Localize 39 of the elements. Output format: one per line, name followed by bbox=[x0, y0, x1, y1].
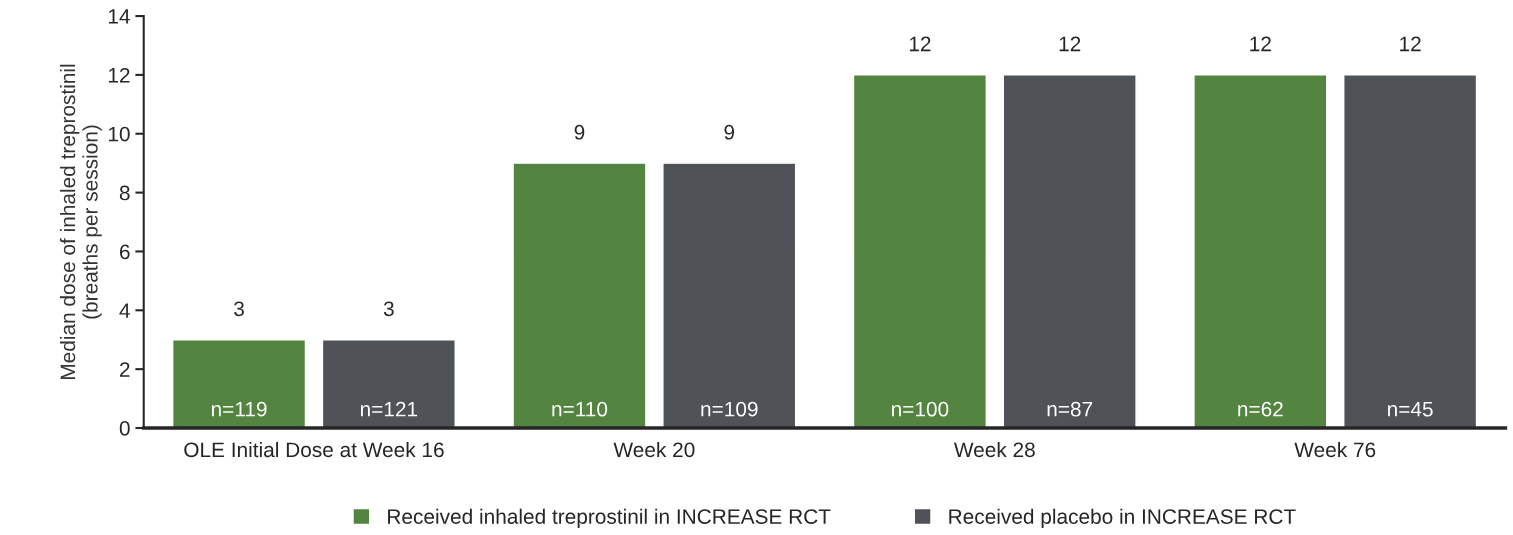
annotation: n=121 bbox=[360, 401, 418, 417]
data-label: 3 bbox=[234, 301, 244, 317]
annotation: n=45 bbox=[1388, 401, 1433, 417]
bar bbox=[852, 74, 987, 428]
legend-label: Received inhaled treprostinil in INCREASE RCT bbox=[388, 508, 831, 529]
y-tick-label: 0 bbox=[119, 421, 130, 436]
data-label: 3 bbox=[383, 301, 394, 317]
y-tick-label: 2 bbox=[120, 362, 130, 377]
bar bbox=[1002, 74, 1137, 428]
y-tick-label: 8 bbox=[119, 185, 130, 201]
bar bbox=[171, 339, 307, 428]
data-label: 12 bbox=[1059, 36, 1081, 52]
x-tick-label: Week 76 bbox=[1294, 441, 1376, 458]
annotation: n=109 bbox=[701, 401, 758, 417]
data-label: 9 bbox=[574, 124, 585, 140]
y-tick-label: 14 bbox=[108, 9, 130, 24]
bar bbox=[1343, 74, 1478, 428]
y-tick-label: 4 bbox=[119, 303, 130, 318]
annotation: n=100 bbox=[892, 401, 949, 417]
annotation: n=119 bbox=[211, 401, 267, 417]
bar bbox=[1193, 74, 1328, 428]
data-label: 12 bbox=[1250, 36, 1271, 52]
bar bbox=[512, 162, 647, 428]
annotation: n=87 bbox=[1047, 401, 1093, 417]
y-tick-label: 6 bbox=[120, 244, 130, 260]
bar bbox=[662, 162, 797, 428]
data-label: 12 bbox=[1400, 36, 1421, 52]
annotation: n=110 bbox=[552, 401, 608, 417]
data-label: 9 bbox=[724, 124, 735, 140]
x-tick-label: OLE Initial Dose at Week 16 bbox=[184, 441, 444, 458]
legend-label: Received placebo in INCREASE RCT bbox=[949, 508, 1296, 529]
data-label: 12 bbox=[909, 36, 931, 52]
y-tick-label: 10 bbox=[108, 126, 130, 142]
annotation: n=62 bbox=[1238, 401, 1283, 417]
x-tick-label: Week 20 bbox=[613, 441, 695, 458]
bar bbox=[321, 339, 456, 428]
y-tick-label: 12 bbox=[108, 67, 130, 83]
x-tick-label: Week 28 bbox=[953, 441, 1035, 458]
y-axis-title: Median dose of inhaled treprostinil (breaths per session) bbox=[59, 64, 102, 379]
